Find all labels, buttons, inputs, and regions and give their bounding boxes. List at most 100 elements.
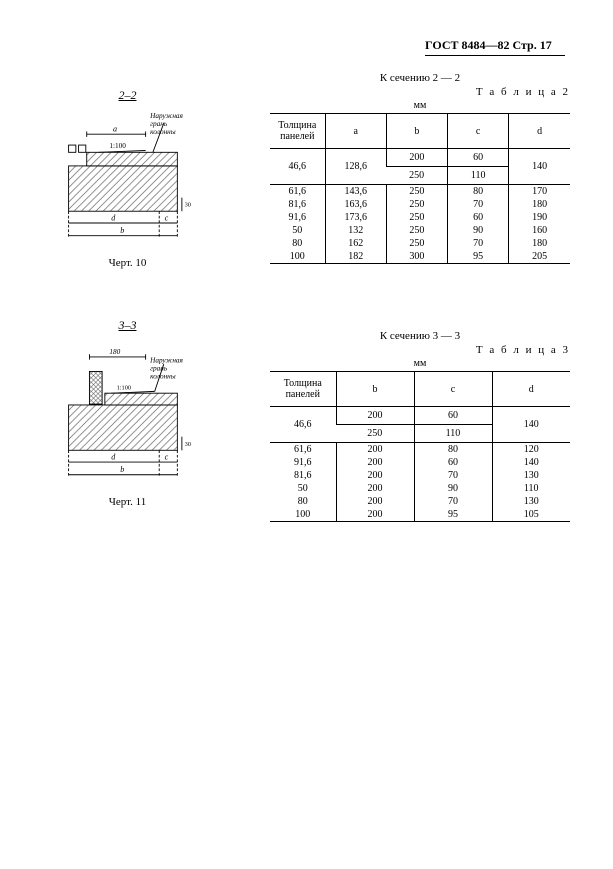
section-label-22: 2–2: [55, 88, 200, 103]
svg-text:d: d: [111, 213, 116, 222]
cell: 70: [414, 495, 492, 508]
cell: 110: [448, 167, 509, 185]
header-text: ГОСТ 8484—82 Стр. 17: [425, 38, 552, 52]
cell: 180: [509, 237, 570, 250]
cell: 128,6: [325, 149, 386, 185]
drawing-11-svg: 180 Наружнаяграньколонны 1:100 30 d c b: [55, 337, 200, 491]
cell: 140: [509, 149, 570, 185]
cell: 250: [386, 198, 447, 211]
header-rule: [425, 55, 565, 56]
cell: 60: [448, 211, 509, 224]
cell: 110: [492, 482, 570, 495]
cell: 46,6: [270, 407, 336, 443]
cell: 80: [270, 495, 336, 508]
drawing-11-caption: Черт. 11: [55, 496, 200, 508]
cell: 180: [509, 198, 570, 211]
cell: 140: [492, 456, 570, 469]
svg-text:b: b: [120, 465, 124, 474]
svg-text:a: a: [113, 124, 117, 133]
cell: 120: [492, 443, 570, 457]
col-header: b: [336, 372, 414, 407]
table-2-unit: мм: [270, 100, 570, 111]
table-3-label: Т а б л и ц а 3: [270, 344, 570, 356]
page-header: ГОСТ 8484—82 Стр. 17: [425, 38, 565, 56]
cell: 200: [336, 443, 414, 457]
svg-text:b: b: [120, 226, 124, 235]
cell: 173,6: [325, 211, 386, 224]
cell: 200: [336, 469, 414, 482]
cell: 100: [270, 250, 325, 264]
table-3-title: К сечению 3 — 3: [270, 330, 570, 342]
table-2-grid: Толщинапанелей a b c d 46,6 128,6 200 60…: [270, 113, 570, 264]
cell: 80: [414, 443, 492, 457]
cell: 250: [386, 224, 447, 237]
cell: 61,6: [270, 443, 336, 457]
cell: 81,6: [270, 469, 336, 482]
col-header: Толщинапанелей: [270, 114, 325, 149]
cell: 46,6: [270, 149, 325, 185]
cell: 70: [448, 237, 509, 250]
cell: 81,6: [270, 198, 325, 211]
cell: 91,6: [270, 211, 325, 224]
cell: 170: [509, 185, 570, 199]
cell: 300: [386, 250, 447, 264]
section-label-33: 3–3: [55, 318, 200, 333]
svg-text:c: c: [165, 452, 169, 461]
cell: 70: [414, 469, 492, 482]
table-3-unit: мм: [270, 358, 570, 369]
cell: 205: [509, 250, 570, 264]
cell: 200: [386, 149, 447, 167]
cell: 143,6: [325, 185, 386, 199]
cell: 50: [270, 482, 336, 495]
cell: 250: [336, 425, 414, 443]
cell: 200: [336, 456, 414, 469]
cell: 50: [270, 224, 325, 237]
table-2: К сечению 2 — 2 Т а б л и ц а 2 мм Толщи…: [270, 72, 570, 264]
table-3-grid: Толщинапанелей b c d 46,6 200 60 140250 …: [270, 371, 570, 522]
cell: 250: [386, 167, 447, 185]
cell: 70: [448, 198, 509, 211]
col-header: b: [386, 114, 447, 149]
cell: 250: [386, 237, 447, 250]
cell: 200: [336, 495, 414, 508]
cell: 91,6: [270, 456, 336, 469]
cell: 200: [336, 407, 414, 425]
cell: 182: [325, 250, 386, 264]
cell: 60: [414, 407, 492, 425]
drawing-10: 2–2 1:100 Наружнаяграньколонны a 30 d: [55, 88, 200, 278]
cell: 95: [448, 250, 509, 264]
cell: 60: [414, 456, 492, 469]
drawing-10-caption: Черт. 10: [55, 257, 200, 269]
cell: 100: [270, 508, 336, 522]
drawing-11: 3–3 180 Наружнаяграньколонны 1:100 30: [55, 318, 200, 508]
cell: 200: [336, 508, 414, 522]
cell: 190: [509, 211, 570, 224]
cell: 132: [325, 224, 386, 237]
svg-text:1:100: 1:100: [109, 142, 126, 150]
cell: 163,6: [325, 198, 386, 211]
col-header: d: [509, 114, 570, 149]
cell: 110: [414, 425, 492, 443]
col-header: a: [325, 114, 386, 149]
cell: 95: [414, 508, 492, 522]
col-header: c: [448, 114, 509, 149]
cell: 140: [492, 407, 570, 443]
cell: 200: [336, 482, 414, 495]
cell: 80: [448, 185, 509, 199]
cell: 60: [448, 149, 509, 167]
svg-text:180: 180: [109, 348, 120, 356]
svg-text:Наружнаяграньколонны: Наружнаяграньколонны: [149, 112, 183, 136]
svg-text:30: 30: [185, 441, 191, 448]
cell: 162: [325, 237, 386, 250]
svg-text:c: c: [165, 213, 169, 222]
cell: 105: [492, 508, 570, 522]
cell: 90: [448, 224, 509, 237]
drawing-10-svg: 1:100 Наружнаяграньколонны a 30 d c b: [55, 107, 200, 252]
svg-text:1:100: 1:100: [117, 385, 131, 392]
cell: 160: [509, 224, 570, 237]
cell: 61,6: [270, 185, 325, 199]
cell: 130: [492, 469, 570, 482]
svg-text:Наружнаяграньколонны: Наружнаяграньколонны: [149, 356, 183, 380]
col-header: d: [492, 372, 570, 407]
cell: 130: [492, 495, 570, 508]
